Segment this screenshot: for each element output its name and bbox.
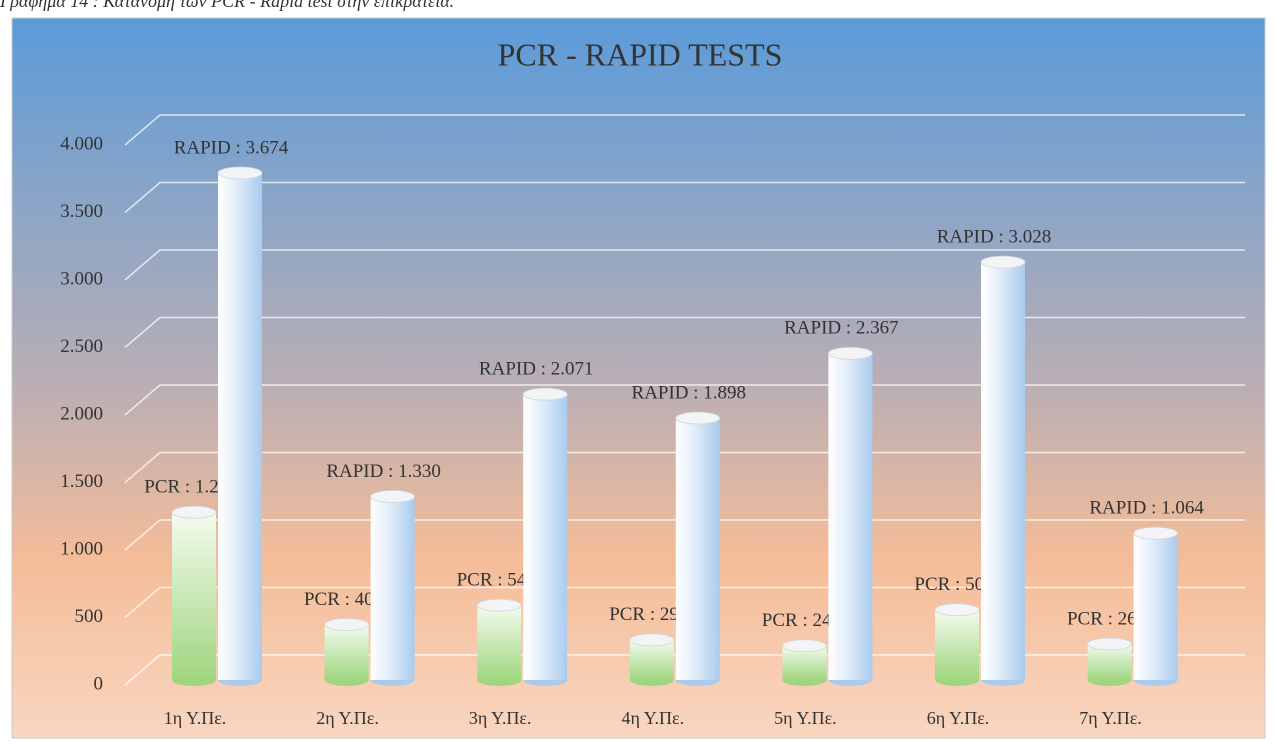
grid-line (124, 316, 1245, 349)
cylinder-top (370, 490, 416, 503)
cylinder (1087, 637, 1132, 686)
cylinder-top (1133, 526, 1178, 540)
grid-line (124, 586, 1245, 619)
cylinder (370, 490, 416, 686)
cylinder (629, 633, 675, 686)
y-tick-label: 3.500 (60, 201, 103, 222)
data-label: PCR : 509 (914, 574, 993, 595)
grid-line (124, 654, 1245, 686)
bar (523, 394, 568, 680)
y-tick-label: 2.000 (60, 403, 103, 424)
bar (477, 605, 522, 680)
x-tick-label: 4η Υ.Πε. (622, 708, 685, 728)
data-label: RAPID : 1.330 (326, 461, 441, 482)
data-label: PCR : 542 (457, 570, 536, 591)
data-label: PCR : 291 (609, 604, 688, 625)
cylinder-top (980, 255, 1026, 269)
cylinder (1133, 526, 1178, 686)
cylinder-top (476, 598, 522, 612)
bar (629, 639, 674, 680)
data-label: RAPID : 3.674 (174, 137, 289, 158)
bar (675, 418, 720, 680)
grid-line (124, 114, 1245, 146)
data-label: PCR : 1.216 (144, 477, 237, 498)
bar (935, 609, 979, 680)
data-label: PCR : 402 (304, 589, 383, 610)
x-tick-label: 2η Υ.Πε. (316, 708, 379, 728)
cylinder (324, 618, 370, 686)
x-tick-label: 1η Υ.Πε. (164, 708, 227, 728)
cylinder (675, 411, 721, 686)
grid-line (124, 384, 1245, 416)
cylinder-top (217, 166, 263, 180)
cylinder-top (828, 346, 873, 360)
data-label: RAPID : 1.064 (1089, 498, 1204, 519)
cylinder-top (1087, 637, 1132, 651)
cylinder-top (522, 387, 568, 401)
data-label: PCR : 248 (762, 610, 841, 631)
cylinder (934, 603, 980, 686)
cylinder (980, 255, 1026, 686)
cylinder-top (934, 603, 980, 617)
cylinder (476, 598, 522, 686)
x-tick-label: 7η Υ.Πε. (1079, 708, 1142, 728)
bar (370, 496, 415, 680)
cylinder (782, 639, 827, 686)
cylinder (522, 387, 568, 686)
y-tick-label: 0 (94, 673, 104, 694)
y-tick-label: 1.000 (60, 538, 103, 559)
bar (324, 624, 369, 680)
cylinder-top (324, 618, 370, 631)
y-tick-label: 2.500 (60, 336, 103, 357)
data-label: RAPID : 2.071 (479, 359, 594, 380)
y-tick-label: 1.500 (60, 471, 103, 492)
caption: Γράφημα 14 : Κατανομή των PCR - Rapid te… (0, 0, 455, 11)
bar (828, 353, 873, 680)
bar (1133, 533, 1178, 680)
data-label: RAPID : 1.898 (632, 382, 747, 403)
data-label: RAPID : 3.028 (937, 226, 1052, 247)
y-tick-label: 3.000 (60, 268, 103, 289)
y-tick-label: 500 (75, 606, 104, 627)
grid-line (124, 451, 1245, 484)
cylinder-top (171, 505, 217, 519)
grid-line (124, 519, 1245, 551)
bar (172, 512, 216, 680)
y-tick-label: 4.000 (60, 133, 103, 154)
data-label: RAPID : 2.367 (784, 318, 899, 339)
x-tick-label: 5η Υ.Πε. (774, 708, 837, 728)
data-label: PCR : 261 (1067, 608, 1146, 629)
grid-line (124, 181, 1245, 214)
x-tick-label: 6η Υ.Πε. (927, 708, 990, 728)
chart-title: PCR - RAPID TESTS (498, 36, 783, 72)
bar (218, 172, 262, 680)
grid-line (124, 249, 1245, 281)
cylinder (828, 346, 873, 686)
bar (981, 262, 1025, 680)
cylinder (217, 166, 263, 686)
cylinder (171, 505, 217, 686)
x-tick-label: 3η Υ.Πε. (469, 708, 532, 728)
cylinder-top (782, 639, 827, 653)
cylinder-top (675, 411, 721, 425)
cylinder-top (629, 633, 675, 647)
